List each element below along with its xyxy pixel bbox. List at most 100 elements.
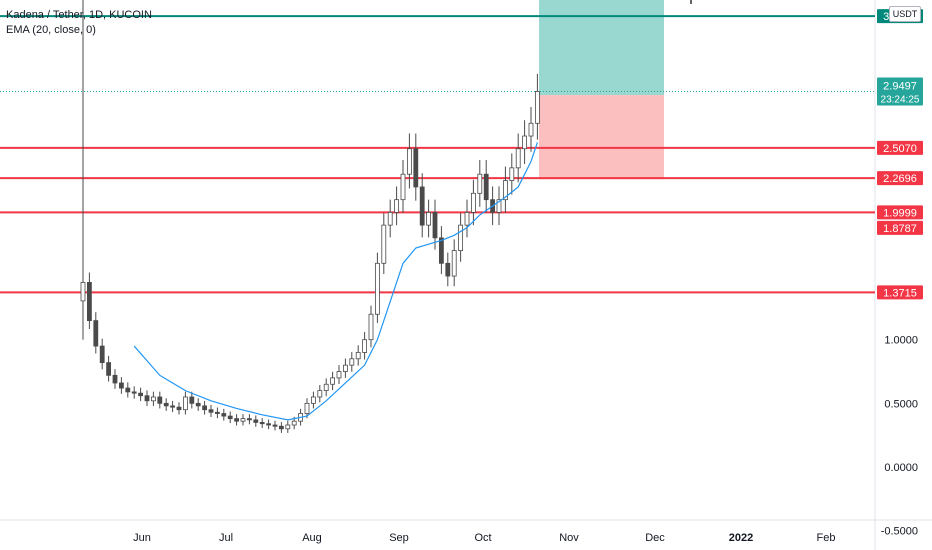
candle-body [195, 402, 201, 407]
candle-body [342, 364, 348, 372]
candle-body [330, 377, 336, 385]
candle-body [355, 352, 361, 360]
candle-body [323, 383, 329, 392]
candle-body [470, 192, 476, 213]
y-tick-label: 0.5000 [884, 398, 918, 410]
candle-body [413, 148, 419, 188]
candle-body [349, 358, 355, 366]
candle-body [509, 167, 515, 181]
y-tick-label: 1.0000 [884, 335, 918, 347]
y-tick-label: -0.5000 [881, 526, 918, 538]
candle-body [259, 422, 265, 425]
price-label-bg [877, 220, 923, 235]
candle-body [387, 211, 393, 226]
candle-body [227, 415, 233, 420]
ema-line [133, 142, 538, 421]
candle-body [362, 339, 368, 353]
candle-body [522, 135, 527, 150]
level-label: 1.3715 [883, 287, 917, 299]
x-tick-label: Feb [817, 532, 836, 544]
chart-legend: Kadena / Tether, 1D, KUCOIN EMA (20, clo… [6, 8, 152, 38]
candle-body [240, 418, 246, 422]
candle-body [99, 345, 105, 364]
candle-body [496, 199, 502, 213]
price-label: 1.8787 [883, 223, 917, 235]
candle-body [285, 424, 291, 430]
candle-body [464, 211, 470, 226]
candle-body [87, 282, 92, 322]
candle-body [221, 413, 227, 417]
candle-body [208, 409, 214, 413]
candle-body [202, 405, 208, 411]
level-label: 2.5070 [883, 143, 917, 155]
candle-body [419, 186, 425, 226]
candle-body [125, 387, 131, 393]
x-tick-label: Jul [219, 532, 233, 544]
candle-body [93, 320, 99, 347]
last-price-label-countdown: 23:24:25 [881, 95, 920, 106]
candle-body [502, 180, 508, 201]
candle-body [458, 224, 464, 251]
candle-body [189, 396, 195, 404]
x-tick-label: 2022 [729, 532, 753, 544]
candle-body [515, 148, 521, 169]
level-label-bg [877, 285, 923, 300]
x-tick-label: Oct [474, 532, 491, 544]
candle-body [426, 211, 432, 226]
symbol-title[interactable]: Kadena / Tether, 1D, KUCOIN [6, 9, 152, 21]
x-tick-label: Aug [302, 532, 322, 544]
candle-body [112, 374, 118, 384]
currency-badge[interactable]: USDT [889, 6, 921, 22]
candle-body [176, 406, 182, 411]
candle-body [477, 173, 483, 194]
candle-body [150, 396, 156, 402]
candle-body [157, 396, 163, 404]
candle-body [304, 402, 310, 414]
level-label-bg [877, 171, 923, 186]
candle-body [291, 420, 297, 426]
candle-body [80, 282, 86, 302]
candle-body [528, 122, 534, 137]
candle-body [445, 262, 451, 277]
x-tick-label: Dec [645, 532, 665, 544]
candle-body [272, 424, 278, 427]
candle-body [451, 250, 457, 277]
candle-body [317, 390, 323, 398]
candle-body [374, 262, 380, 315]
candle-body [131, 391, 137, 394]
candle-body [278, 425, 284, 430]
candle-body [214, 411, 220, 414]
indicator-label[interactable]: EMA (20, close, 0) [6, 24, 96, 36]
last-price-label: 2.9497 [883, 81, 917, 93]
candle-body [432, 211, 438, 239]
x-tick-label: Jun [133, 532, 151, 544]
candle-body [246, 418, 252, 421]
candle-body [535, 91, 540, 124]
candle-body [119, 382, 124, 389]
candle-body [438, 237, 444, 264]
x-tick-label: Nov [559, 532, 579, 544]
profit-zone [539, 0, 664, 96]
candle-body [368, 313, 374, 341]
candle-body [253, 419, 259, 423]
candle-body [234, 418, 240, 422]
y-tick-label: 0.0000 [884, 462, 918, 474]
x-tick-label: Sep [389, 532, 409, 544]
candle-body [106, 362, 111, 376]
candle-body [483, 173, 489, 201]
candle-body [310, 396, 316, 404]
candle-body [400, 173, 406, 201]
level-label: 1.9999 [883, 207, 917, 219]
candle-body [144, 395, 150, 402]
candle-body [138, 392, 144, 397]
loss-zone [539, 95, 664, 180]
candle-body [170, 405, 176, 408]
candle-body [394, 199, 400, 213]
level-label-bg [877, 140, 923, 155]
candle-body [182, 396, 188, 411]
level-label: 2.2696 [883, 173, 917, 185]
candle-body [163, 402, 169, 407]
candle-body [406, 148, 412, 175]
last-price-label-bg [877, 77, 923, 106]
